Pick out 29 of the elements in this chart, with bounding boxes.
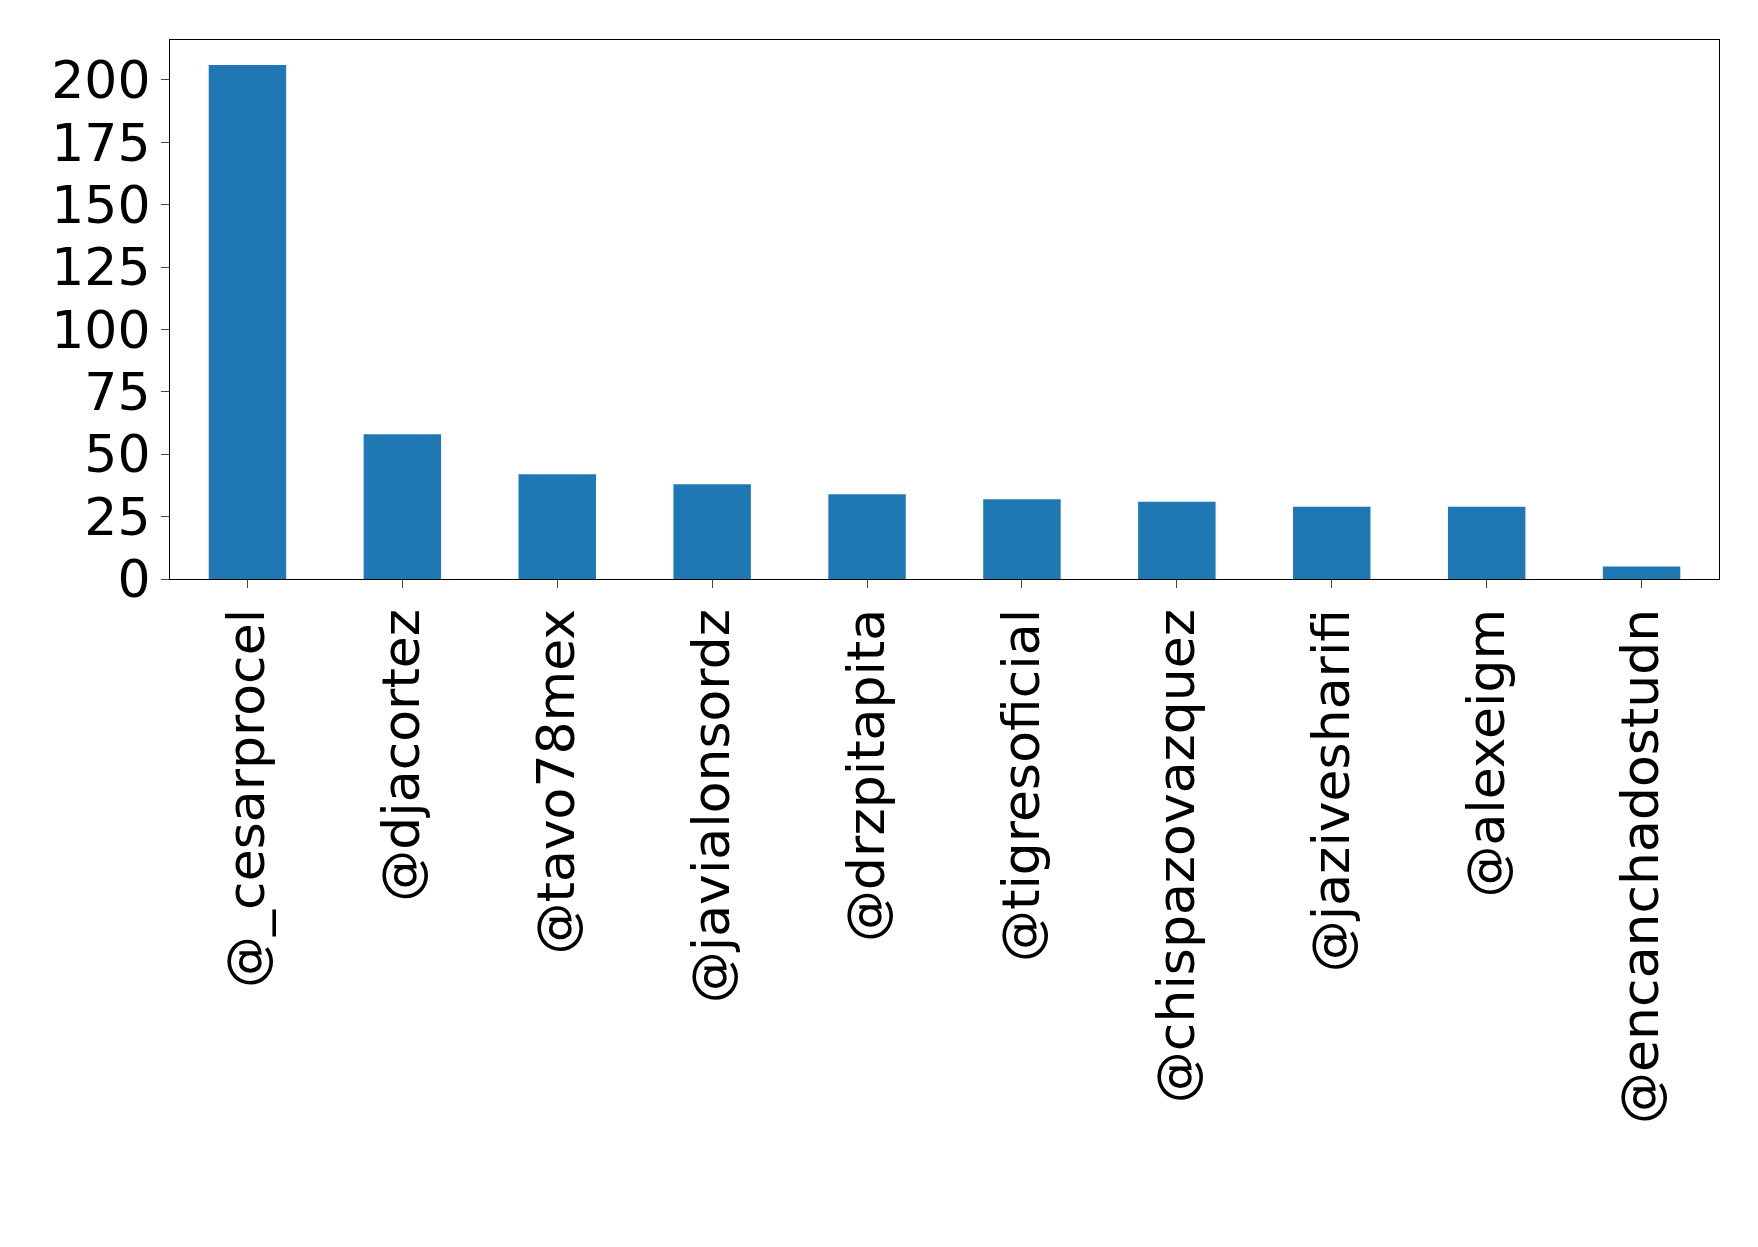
y-tick-label: 0 — [117, 549, 151, 610]
y-tick-label: 100 — [51, 299, 151, 360]
x-tick-label: @javialonsordz — [681, 608, 742, 1004]
bar — [673, 484, 751, 579]
bar — [828, 494, 906, 579]
y-tick-label: 25 — [84, 486, 151, 547]
x-tick-label: @chispazovazquez — [1145, 608, 1206, 1104]
y-tick-label: 175 — [51, 112, 151, 173]
bar — [1293, 506, 1371, 579]
bar — [518, 474, 596, 579]
y-tick-label: 50 — [84, 424, 151, 485]
bar — [983, 499, 1061, 579]
x-tick-label: @tavo78mex — [526, 608, 587, 955]
bar — [208, 64, 287, 579]
y-tick-label: 150 — [51, 174, 151, 235]
x-tick-label: @encanchadostudn — [1610, 608, 1671, 1124]
x-tick-label: @_cesarprocel — [216, 608, 277, 988]
x-tick-label: @djacortez — [371, 608, 432, 902]
x-tick-label: @alexeigm — [1455, 608, 1516, 898]
x-tick-label: @drzpitapita — [835, 608, 896, 943]
x-tick-label: @tigresoficial — [990, 608, 1051, 962]
y-tick-label: 200 — [51, 50, 151, 111]
bar — [363, 434, 442, 579]
bar — [1138, 501, 1216, 579]
y-tick-label: 125 — [51, 237, 151, 298]
bar — [1447, 506, 1526, 579]
x-tick-label: @jazivesharifi — [1300, 608, 1361, 973]
y-tick-label: 75 — [84, 362, 151, 423]
bar — [1602, 566, 1681, 579]
